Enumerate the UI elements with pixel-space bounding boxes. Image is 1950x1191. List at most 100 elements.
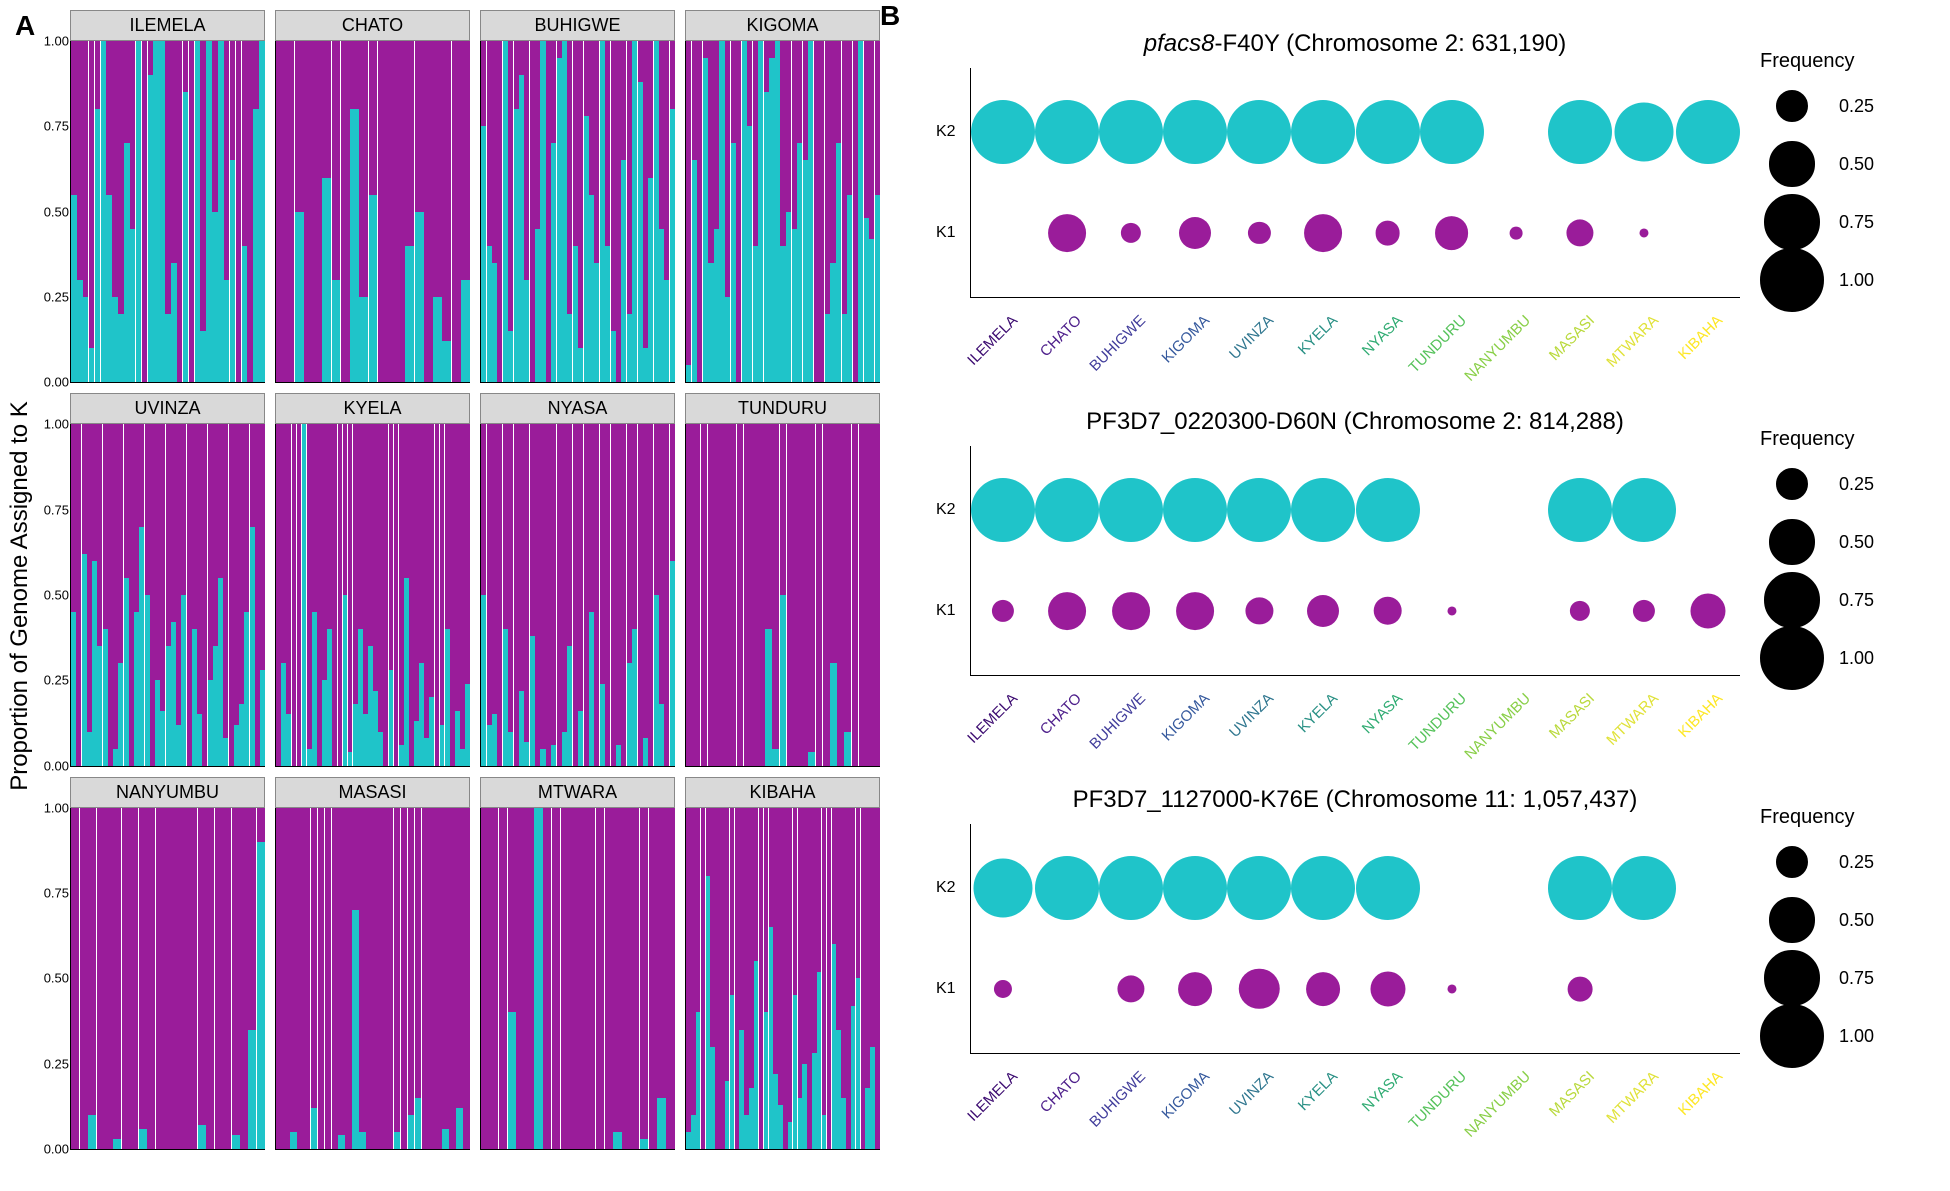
bar-segment-k2: [322, 680, 327, 765]
bar: [764, 808, 768, 1149]
bar: [812, 808, 816, 1149]
bar-segment-k1: [817, 808, 821, 972]
bar-segment-k1: [118, 424, 123, 663]
bar: [552, 808, 560, 1149]
bar: [236, 41, 242, 382]
bar-segment-k1: [147, 808, 155, 1149]
bar-segment-k1: [578, 41, 583, 348]
bar: [463, 808, 470, 1149]
bar-segment-k1: [573, 424, 578, 765]
bubble-k1: [1639, 228, 1648, 237]
bar-segment-k2: [508, 331, 513, 382]
bar: [124, 41, 130, 382]
bar-segment-k1: [836, 808, 840, 1030]
bar: [787, 424, 794, 765]
bar: [749, 808, 753, 1149]
x-label: KYELA: [1295, 1068, 1341, 1114]
bar-segment-k2: [92, 561, 97, 766]
bar: [551, 41, 556, 382]
bar-segment-k1: [822, 808, 826, 1115]
legend-circle: [1760, 626, 1824, 690]
bar-segment-k1: [422, 808, 429, 1149]
bar-segment-k2: [171, 263, 177, 382]
bar-segment-k2: [508, 732, 513, 766]
bar-segment-k1: [611, 424, 616, 765]
bar-segment-k2: [192, 629, 197, 766]
bar: [327, 424, 332, 765]
bar: [858, 41, 863, 382]
bar-segment-k1: [313, 41, 322, 382]
bar: [696, 808, 700, 1149]
bar-segment-k2: [627, 314, 632, 382]
bar-segment-k1: [281, 424, 286, 663]
bar-segment-k2: [749, 1088, 753, 1149]
bar: [208, 424, 213, 765]
bar-segment-k2: [664, 280, 669, 382]
bar-segment-k2: [71, 612, 76, 766]
bar-segment-k1: [524, 41, 529, 280]
bar: [171, 424, 176, 765]
bar-segment-k2: [487, 725, 492, 766]
bar-segment-k1: [720, 808, 724, 1149]
bar-segment-k1: [859, 424, 866, 765]
bar: [793, 808, 797, 1149]
bar-segment-k1: [295, 41, 304, 212]
bubble-k2: [1163, 478, 1227, 542]
bubble-k1: [994, 980, 1012, 998]
bar: [389, 424, 394, 765]
bar-segment-k1: [701, 808, 705, 1149]
bar: [166, 424, 171, 765]
bar-segment-k1: [497, 41, 502, 382]
bar: [764, 41, 769, 382]
bar: [753, 41, 758, 382]
bubble-k2: [1163, 100, 1227, 164]
y-tick: 1.00: [44, 417, 69, 432]
bar-segment-k1: [584, 41, 589, 116]
legend-circle: [1776, 468, 1808, 500]
bar: [322, 424, 327, 765]
x-label: UVINZA: [1226, 312, 1277, 363]
bar-segment-k1: [792, 41, 797, 229]
bar-segment-k1: [215, 808, 223, 1149]
bar-segment-k1: [176, 424, 181, 724]
frequency-legend: Frequency0.250.500.751.00: [1760, 428, 1940, 691]
bar-segment-k1: [686, 808, 690, 1132]
bar: [519, 424, 524, 765]
bar: [276, 808, 283, 1149]
bar-segment-k1: [156, 808, 164, 1149]
bar-segment-k2: [87, 732, 92, 766]
bar-segment-k2: [433, 297, 442, 382]
legend-label: 0.50: [1839, 154, 1874, 175]
bar: [605, 808, 613, 1149]
bubble-k1: [992, 600, 1014, 622]
bar-segment-k1: [338, 424, 343, 765]
bar: [769, 808, 773, 1149]
bar-segment-k1: [345, 808, 352, 1149]
x-label: MASASI: [1546, 690, 1598, 742]
bar: [823, 424, 830, 765]
bar: [292, 424, 297, 765]
bar: [142, 41, 148, 382]
bar: [387, 41, 396, 382]
bar: [873, 424, 880, 765]
bar-segment-k1: [322, 41, 331, 178]
bar-segment-k2: [415, 212, 424, 383]
bar: [578, 808, 586, 1149]
bar-segment-k1: [670, 41, 675, 109]
bar-segment-k1: [578, 808, 586, 1149]
y-tick: 0.00: [44, 375, 69, 390]
bubble-k1: [1248, 222, 1270, 244]
bar: [664, 41, 669, 382]
bar: [611, 424, 616, 765]
bar: [134, 424, 139, 765]
bar-segment-k1: [807, 808, 811, 1149]
bar-segment-k1: [343, 424, 348, 595]
bar: [836, 41, 841, 382]
bar-segment-k2: [830, 663, 837, 765]
x-label: ILEMELA: [964, 690, 1021, 747]
bar-segment-k1: [569, 808, 577, 1149]
bubble-k2: [1291, 856, 1355, 920]
bar-segment-k1: [525, 808, 533, 1149]
facet-masasi: MASASI: [275, 777, 470, 1150]
bar-segment-k1: [242, 41, 248, 246]
